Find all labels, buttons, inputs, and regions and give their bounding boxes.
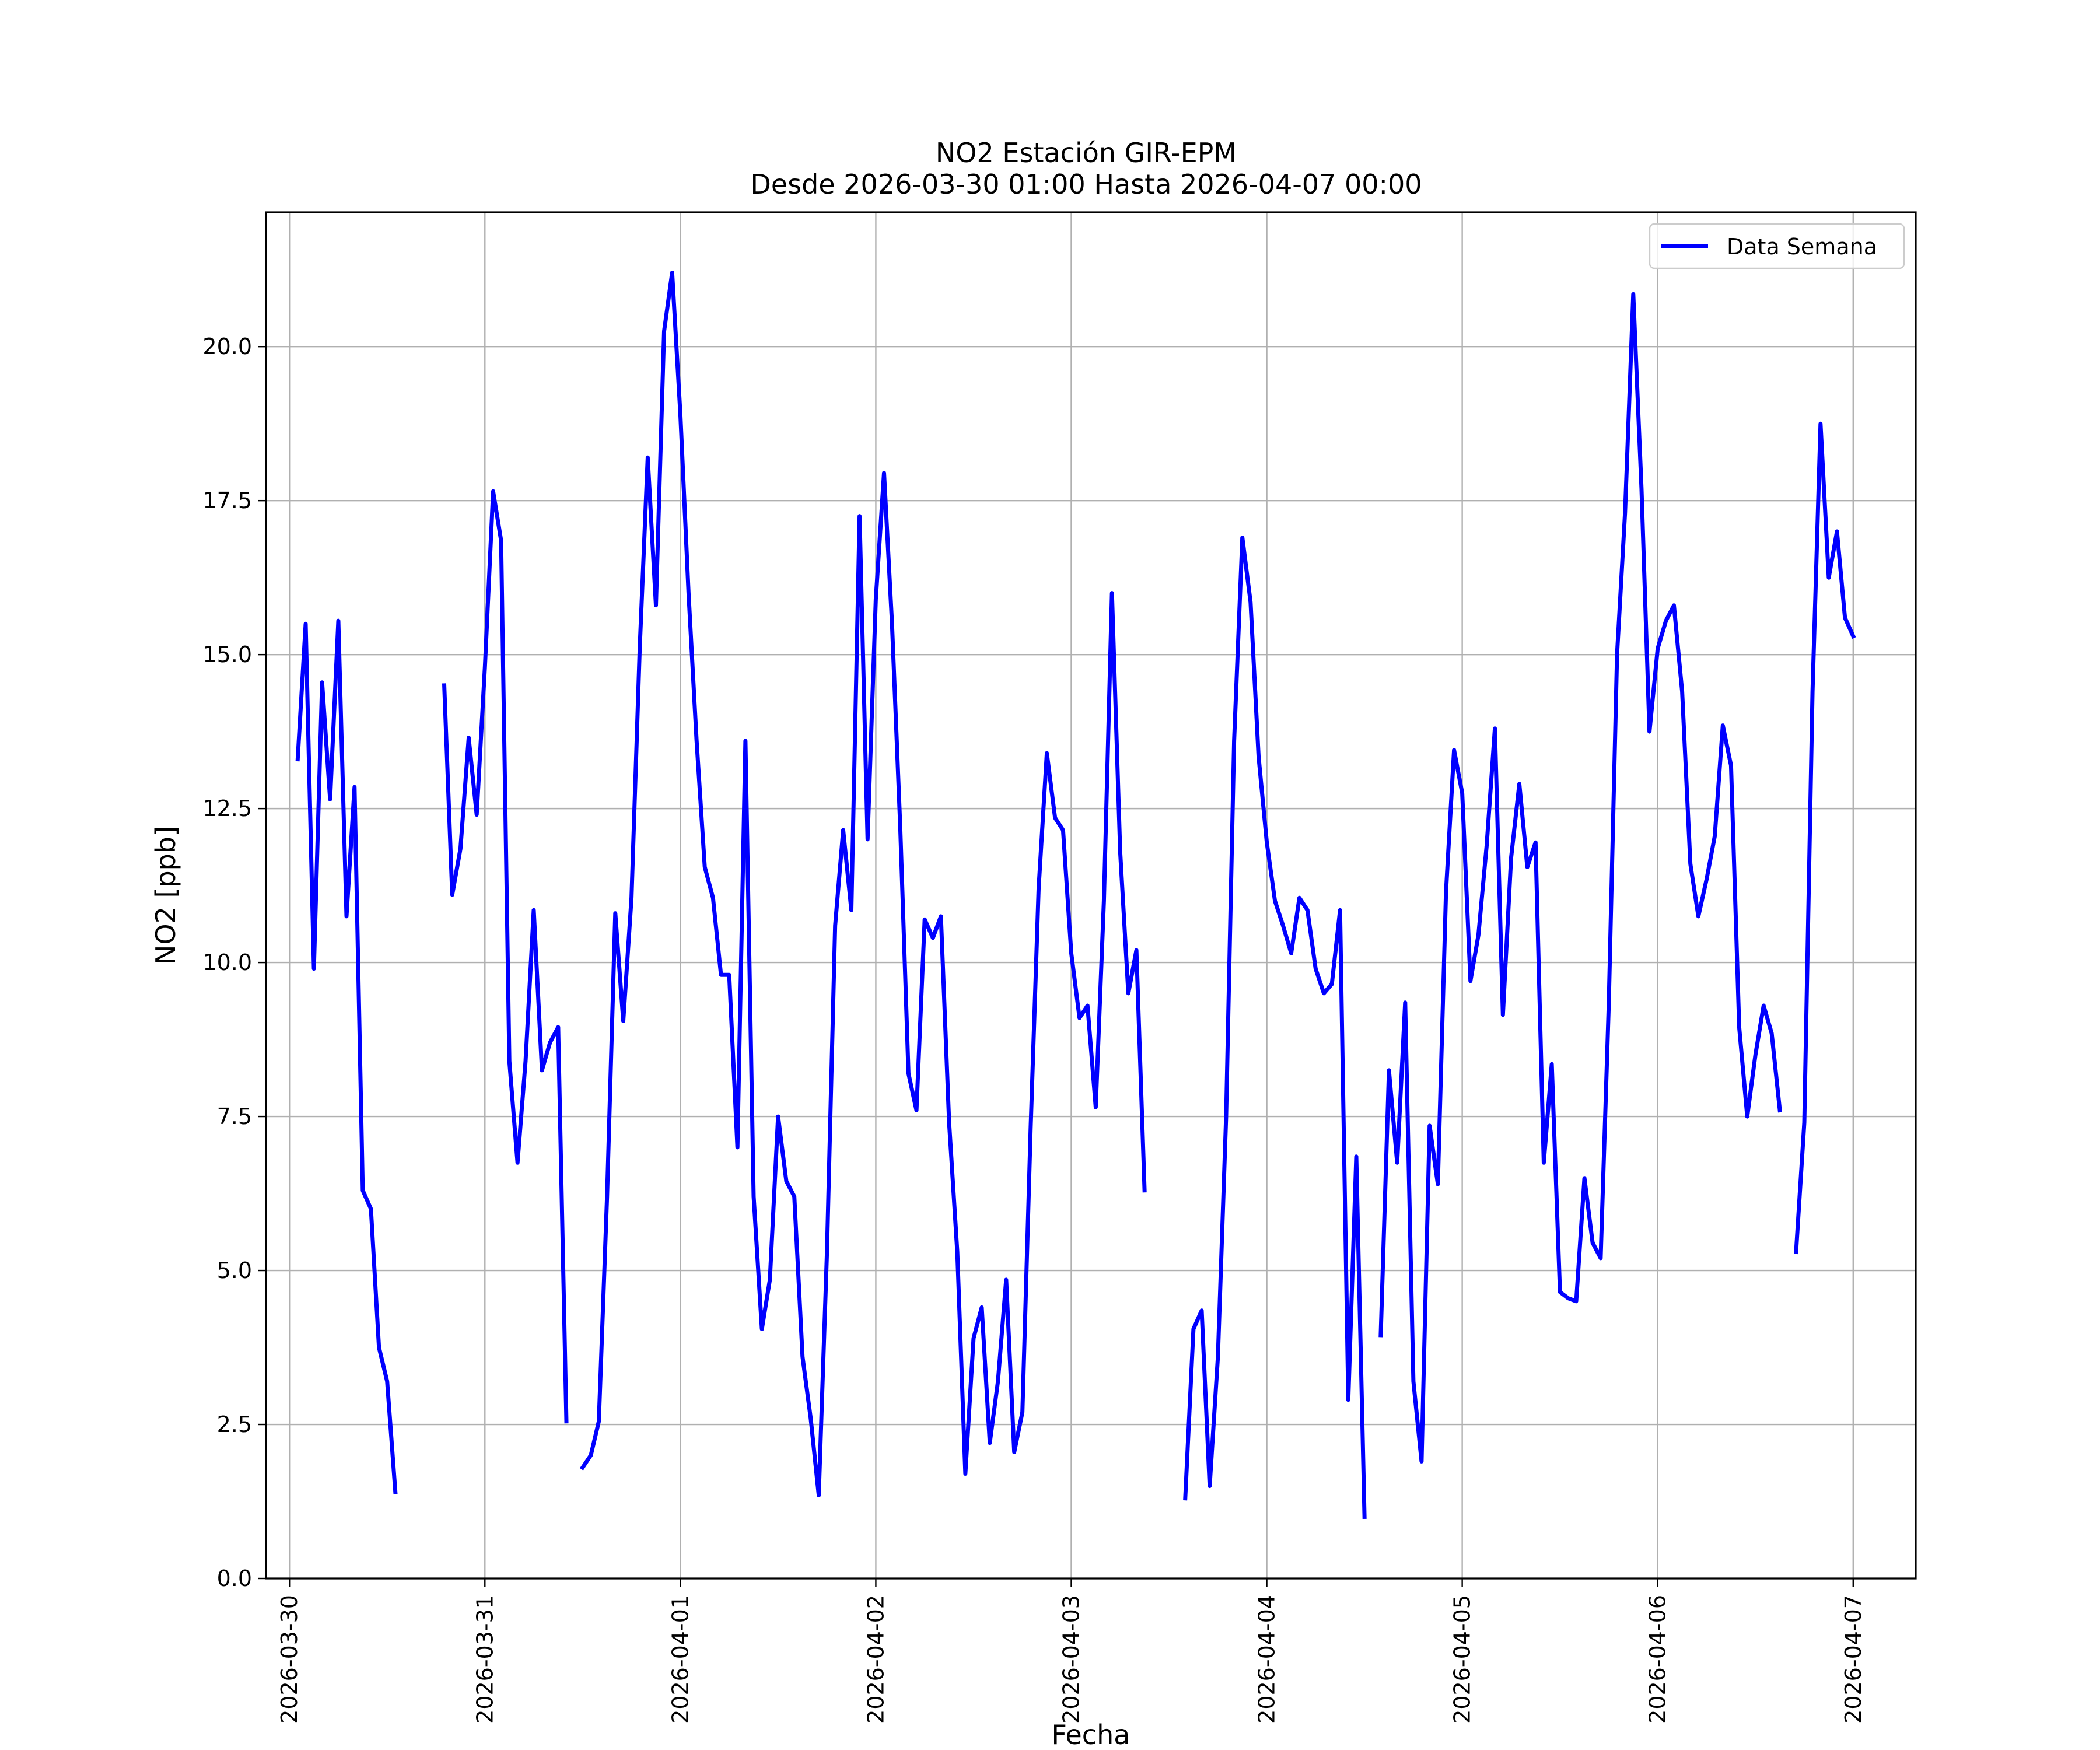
x-tick-label: 2026-04-01: [667, 1595, 693, 1724]
y-tick-label: 10.0: [202, 950, 252, 975]
series-data-semana: [295, 271, 1856, 1519]
x-tick-label: 2026-04-04: [1254, 1595, 1280, 1724]
x-tick-label: 2026-04-06: [1645, 1595, 1671, 1724]
y-tick-label: 0.0: [217, 1566, 252, 1591]
series-line-segment: [1378, 292, 1782, 1464]
y-tick-label: 20.0: [202, 334, 252, 359]
x-tick-label: 2026-03-31: [472, 1595, 498, 1724]
x-tick-label: 2026-04-03: [1058, 1595, 1084, 1724]
legend-label-data-semana: Data Semana: [1727, 234, 1877, 260]
x-tick-label: 2026-04-02: [863, 1595, 888, 1724]
series-line-segment: [579, 271, 1147, 1497]
series-line-segment: [1794, 421, 1856, 1255]
x-tick-label: 2026-04-05: [1450, 1595, 1475, 1724]
grid: [266, 212, 1916, 1580]
x-tick-label: 2026-03-30: [276, 1595, 302, 1724]
y-tick-label: 7.5: [217, 1104, 252, 1129]
axis-ticks: 0.0 2.5 5.0 7.5 10.0 12.5 15.0 17.5 20.0 2026-03-…: [202, 334, 1866, 1724]
y-tick-label: 5.0: [217, 1258, 252, 1283]
series-line-segment: [442, 489, 569, 1424]
y-tick-label: 2.5: [217, 1412, 252, 1437]
legend-box: [1648, 223, 1905, 270]
chart-subtitle: Desde 2026-03-30 01:00 Hasta 2026-04-07 …: [750, 169, 1422, 200]
x-tick-label: 2026-04-07: [1840, 1595, 1866, 1724]
chart-title: NO2 Estación GIR-EPM: [936, 137, 1237, 169]
plot-frame: [265, 211, 1917, 1580]
series-line-segment: [295, 618, 398, 1494]
series-line-segment: [1183, 536, 1367, 1519]
y-tick-label: 12.5: [202, 796, 252, 821]
y-axis-label: NO2 [ppb]: [150, 826, 181, 965]
y-tick-label: 17.5: [202, 488, 252, 513]
x-axis-label: Fecha: [1052, 1719, 1130, 1750]
legend[interactable]: Data Semana: [1648, 223, 1905, 270]
y-tick-label: 15.0: [202, 642, 252, 667]
